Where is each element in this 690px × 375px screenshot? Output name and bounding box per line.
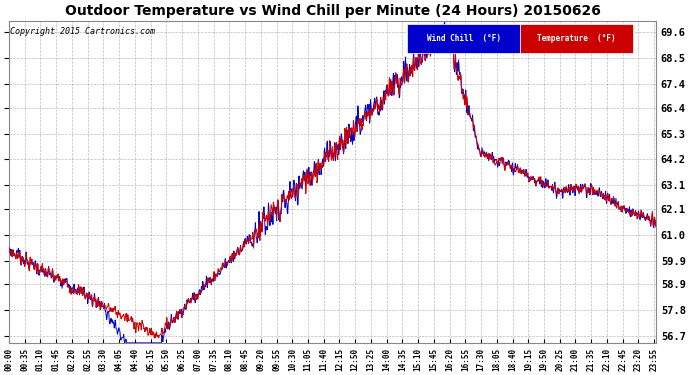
Text: Wind Chill  (°F): Wind Chill (°F): [426, 34, 500, 43]
Title: Outdoor Temperature vs Wind Chill per Minute (24 Hours) 20150626: Outdoor Temperature vs Wind Chill per Mi…: [65, 4, 600, 18]
Text: Temperature  (°F): Temperature (°F): [538, 34, 616, 43]
FancyBboxPatch shape: [520, 24, 633, 53]
FancyBboxPatch shape: [407, 24, 520, 53]
Text: Copyright 2015 Cartronics.com: Copyright 2015 Cartronics.com: [10, 27, 155, 36]
